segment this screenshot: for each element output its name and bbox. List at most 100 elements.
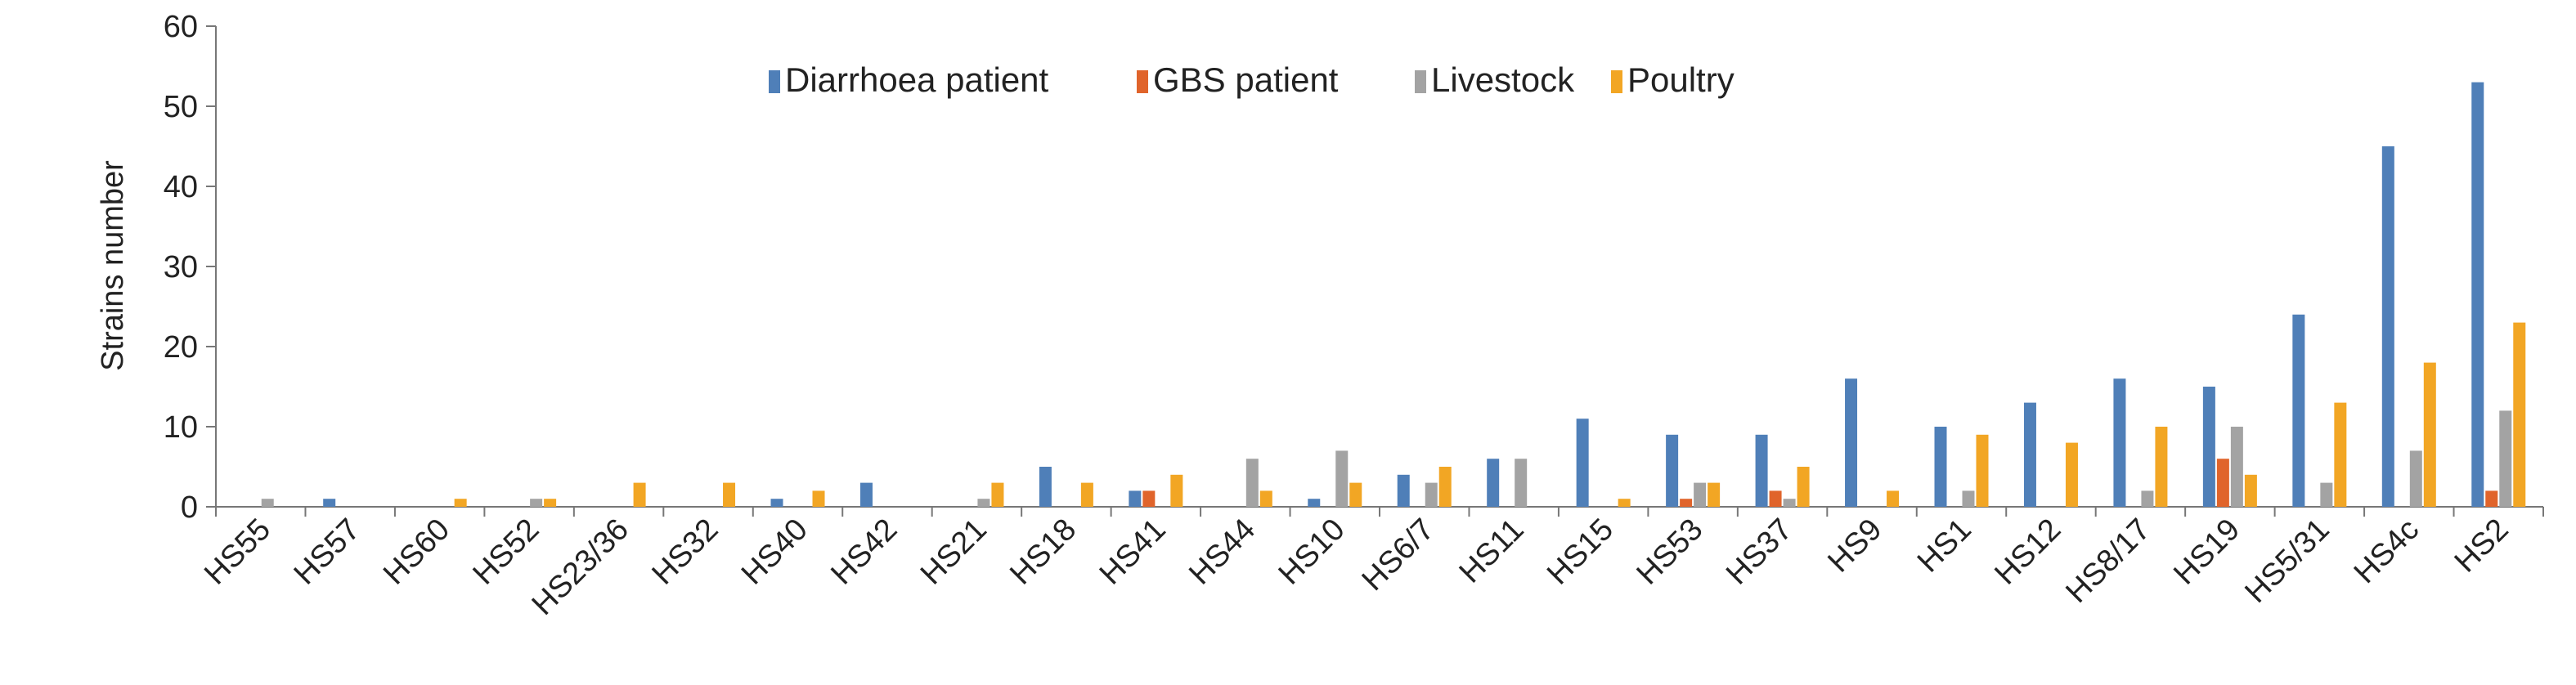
bar — [1680, 499, 1693, 507]
bar — [812, 490, 825, 507]
bar — [723, 482, 736, 507]
y-tick-label: 20 — [164, 330, 198, 365]
x-tick-label: HS21 — [914, 513, 994, 592]
x-tick-label: HS53 — [1631, 513, 1710, 592]
bar — [991, 482, 1004, 507]
x-tick-label: HS2 — [2448, 513, 2515, 580]
bar — [544, 499, 557, 507]
bar — [1397, 474, 1410, 507]
y-axis-label: Strains number — [96, 160, 130, 371]
bar — [1934, 427, 1947, 507]
bar — [2230, 427, 2243, 507]
y-tick-label: 50 — [164, 90, 198, 124]
legend-label: Livestock — [1431, 60, 1575, 99]
x-tick-label: HS18 — [1003, 513, 1083, 592]
legend-swatch — [1611, 70, 1622, 93]
x-tick-label: HS4c — [2348, 513, 2426, 590]
bar — [1515, 459, 1528, 507]
bar — [1425, 482, 1438, 507]
bar — [2292, 314, 2305, 507]
bar — [1887, 490, 1900, 507]
x-tick-label: HS37 — [1720, 513, 1799, 592]
bar — [1576, 419, 1589, 507]
bar — [1976, 434, 1989, 507]
legend: Diarrhoea patient GBS patient Livestock Pou… — [769, 60, 1735, 99]
x-tick-label: HS15 — [1541, 513, 1620, 592]
y-tick-label: 30 — [164, 250, 198, 284]
legend-label: GBS patient — [1153, 60, 1339, 99]
bar — [2202, 387, 2215, 507]
bar — [1308, 499, 1321, 507]
bar — [1845, 378, 1858, 507]
bar — [977, 499, 990, 507]
bar — [323, 499, 336, 507]
bar — [2065, 442, 2078, 507]
y-tick-label: 0 — [181, 490, 198, 525]
legend-label: Poultry — [1627, 60, 1735, 99]
bar — [1080, 482, 1093, 507]
x-tick-label: HS5/31 — [2238, 513, 2336, 610]
bar — [1349, 482, 1362, 507]
x-tick-label: HS42 — [824, 513, 904, 592]
bar — [1783, 499, 1796, 507]
bar — [2471, 82, 2484, 508]
bar — [1708, 482, 1721, 507]
x-tick-label: HS60 — [377, 513, 456, 592]
bar — [1039, 467, 1052, 507]
y-tick-label: 10 — [164, 410, 198, 445]
bar — [2244, 474, 2257, 507]
x-tick-label: HS57 — [288, 513, 367, 592]
bar — [2513, 322, 2526, 507]
bar — [2216, 459, 2229, 507]
bar — [2155, 427, 2168, 507]
bar — [1170, 474, 1183, 507]
bar — [1129, 490, 1142, 507]
y-axis: 0 10 20 30 40 50 60 — [164, 10, 217, 525]
x-tick-label: HS8/17 — [2059, 513, 2156, 610]
x-tick-label: HS52 — [467, 513, 546, 592]
x-tick-label: HS23/36 — [526, 513, 635, 622]
x-tick-label: HS19 — [2167, 513, 2246, 592]
bar — [2499, 410, 2512, 507]
bar — [1487, 459, 1500, 507]
x-tick-label: HS32 — [645, 513, 725, 592]
bar — [1335, 450, 1349, 507]
x-tick-label: HS44 — [1183, 513, 1262, 592]
bar — [2023, 402, 2036, 507]
x-tick-label: HS12 — [1988, 513, 2067, 592]
bar — [1797, 467, 1810, 507]
bar — [1618, 499, 1631, 507]
bar — [2141, 490, 2154, 507]
bar — [1755, 434, 1768, 507]
bar — [1438, 467, 1452, 507]
bar — [454, 499, 467, 507]
legend-label: Diarrhoea patient — [785, 60, 1049, 99]
bar — [770, 499, 783, 507]
bar — [2334, 402, 2347, 507]
bar — [2409, 450, 2422, 507]
x-tick-label: HS11 — [1453, 513, 1531, 590]
x-tick-label: HS6/7 — [1356, 513, 1441, 598]
bar — [530, 499, 543, 507]
bar — [2381, 146, 2394, 507]
x-tick-label: HS40 — [735, 513, 815, 592]
bar — [1769, 490, 1782, 507]
legend-swatch — [1415, 70, 1426, 93]
legend-swatch — [769, 70, 780, 93]
bar — [2423, 362, 2436, 507]
y-tick-label: 40 — [164, 170, 198, 204]
x-tick-label: HS10 — [1272, 513, 1352, 592]
bar — [2113, 378, 2126, 507]
y-tick-label: 60 — [164, 10, 198, 44]
x-tick-label: HS1 — [1911, 513, 1978, 580]
bar — [1142, 490, 1156, 507]
bar — [1666, 434, 1679, 507]
bar — [1245, 459, 1259, 507]
bars — [261, 82, 2526, 508]
x-tick-label: HS55 — [198, 513, 277, 592]
bar — [633, 482, 646, 507]
legend-swatch — [1137, 70, 1148, 93]
bar — [1259, 490, 1272, 507]
